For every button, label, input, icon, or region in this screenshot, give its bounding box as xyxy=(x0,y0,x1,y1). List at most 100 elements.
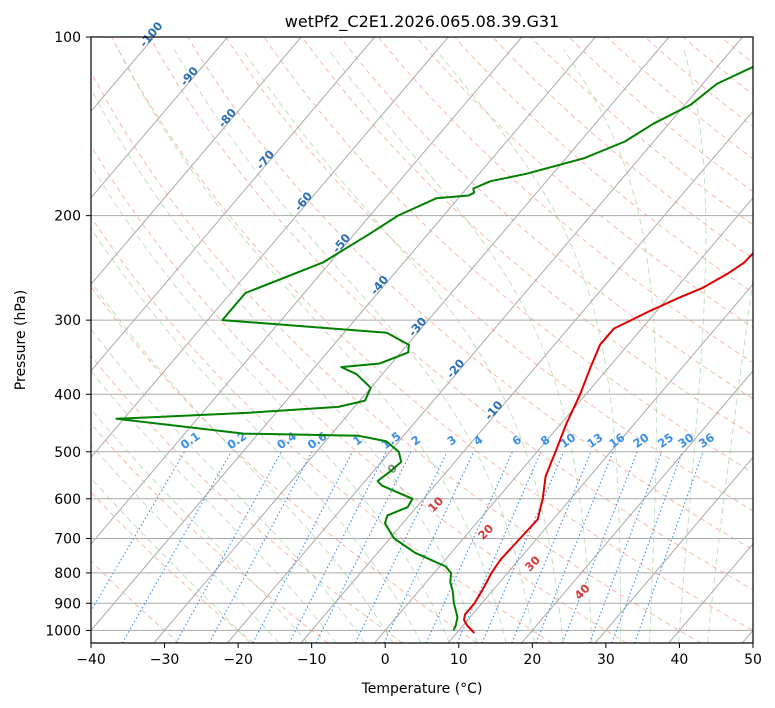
isotherm-line xyxy=(91,37,596,632)
y-tick-label: 300 xyxy=(54,313,81,329)
mixing-ratio-label: 0.1 xyxy=(178,429,203,452)
mixing-ratio-label: 4 xyxy=(471,432,486,448)
y-tick-label: 200 xyxy=(54,209,81,225)
isotherm-line xyxy=(91,37,229,199)
y-tick-label: 900 xyxy=(54,596,81,612)
plot-frame xyxy=(90,36,754,644)
moist-adiabat-line xyxy=(91,87,479,643)
x-tick-label: −20 xyxy=(223,652,253,668)
dry-adiabat-line xyxy=(377,37,753,364)
dry-adiabat-label: -40 xyxy=(367,273,391,298)
mixing-ratio-line xyxy=(425,451,513,643)
mixing-ratio-line xyxy=(456,451,542,643)
moist-adiabat-label: 10 xyxy=(425,494,446,515)
x-tick-label: 0 xyxy=(381,652,390,668)
mixing-ratio-label: 0.6 xyxy=(305,429,330,452)
dry-adiabat-label: -10 xyxy=(481,398,505,423)
isotherm-line xyxy=(91,37,302,286)
mixing-ratio-label: 36 xyxy=(696,430,717,451)
dry-adiabat-label: -30 xyxy=(405,314,429,339)
isotherm-line xyxy=(374,196,753,643)
mixing-ratio-label: 30 xyxy=(675,430,696,451)
moist-adiabat-line xyxy=(91,281,394,643)
x-tick-label: 40 xyxy=(671,652,689,668)
moist-adiabat-line xyxy=(435,49,622,643)
x-axis: −40 −30 −20 −10 0 10 20 30 40 50 xyxy=(76,643,762,668)
dry-adiabat-line xyxy=(225,37,753,512)
mixing-ratio-line xyxy=(588,451,663,643)
dry-adiabat-line xyxy=(91,422,329,643)
y-tick-label: 400 xyxy=(54,387,81,403)
isotherm-line xyxy=(153,37,670,643)
mixing-ratio-line xyxy=(481,451,565,643)
chart-title: wetPf2_C2E1.2026.065.08.39.G31 xyxy=(285,12,559,32)
dewpoint-profile-line xyxy=(115,65,753,631)
temperature-profile-line xyxy=(463,251,753,634)
dry-adiabat-line xyxy=(149,37,753,591)
y-tick-label: 600 xyxy=(54,492,81,508)
y-tick-label: 800 xyxy=(54,566,81,582)
mixing-ratio-line xyxy=(208,451,313,643)
dry-adiabat-label: -100 xyxy=(136,19,165,50)
x-tick-label: 30 xyxy=(597,652,615,668)
mixing-ratio-line xyxy=(354,451,448,643)
y-tick-label: 700 xyxy=(54,532,81,548)
isotherm-line xyxy=(447,283,753,643)
dry-adiabat-line xyxy=(416,37,753,329)
dry-adiabat-line xyxy=(339,37,753,400)
moist-adiabat-line xyxy=(91,408,309,643)
dry-adiabat-line xyxy=(263,37,753,474)
dry-adiabat-line xyxy=(301,37,753,436)
moist-adiabat-line xyxy=(678,49,707,643)
dry-adiabat-line xyxy=(91,144,627,643)
y-tick-label: 500 xyxy=(54,445,81,461)
mixing-ratio-label: 6 xyxy=(509,432,524,448)
moist-adiabat-label: 30 xyxy=(522,553,543,574)
mixing-ratio-label: 16 xyxy=(606,430,627,451)
dry-adiabat-label: -80 xyxy=(215,106,239,131)
dry-adiabat-line xyxy=(91,70,702,643)
dry-adiabat-label: -60 xyxy=(291,189,315,214)
isotherm-line xyxy=(668,543,753,643)
mixing-ratio-line xyxy=(91,451,185,612)
mixing-ratio-label: 8 xyxy=(538,432,553,448)
dry-adiabat-line xyxy=(682,37,753,96)
dry-adiabat-line xyxy=(91,491,254,643)
y-axis-label: Pressure (hPa) xyxy=(13,290,29,390)
dry-adiabat-line xyxy=(720,37,753,64)
dry-adiabat-label: -90 xyxy=(177,64,201,89)
moist-adiabat-line xyxy=(91,164,450,643)
x-tick-label: −40 xyxy=(76,652,106,668)
mixing-ratio-line xyxy=(511,451,592,643)
mixing-ratio-line xyxy=(634,451,704,643)
dry-adiabat-line xyxy=(492,37,753,260)
background-lines xyxy=(0,37,775,643)
x-tick-label: −10 xyxy=(297,652,327,668)
dry-adiabat-label: -20 xyxy=(443,356,467,381)
dry-adiabat-line xyxy=(111,37,753,631)
dry-adiabat-line xyxy=(759,37,775,643)
isotherm-line xyxy=(0,37,7,643)
isotherm-line xyxy=(521,370,753,643)
moist-adiabat-line xyxy=(242,49,564,643)
x-axis-label: Temperature (°C) xyxy=(361,681,483,697)
isotherm-line xyxy=(91,37,523,545)
moist-adiabat-line xyxy=(707,273,753,643)
sounding-series xyxy=(115,65,753,634)
y-tick-label: 100 xyxy=(54,30,81,46)
isotherm-line xyxy=(594,456,753,643)
moist-adiabat-label: 20 xyxy=(475,521,496,542)
x-tick-label: −30 xyxy=(150,652,180,668)
dry-adiabat-line xyxy=(91,285,478,643)
moist-adiabat-line xyxy=(173,49,536,643)
mixing-ratio-line xyxy=(383,451,475,643)
mixing-ratio-line xyxy=(561,451,638,643)
x-tick-label: 20 xyxy=(523,652,541,668)
moist-adiabat-line xyxy=(563,49,658,643)
isotherm-line xyxy=(300,110,753,643)
mixing-ratio-label: 0.4 xyxy=(274,429,299,452)
moist-adiabat-line xyxy=(117,49,507,643)
isotherm-line xyxy=(227,37,743,643)
isotherm-line xyxy=(741,629,753,643)
